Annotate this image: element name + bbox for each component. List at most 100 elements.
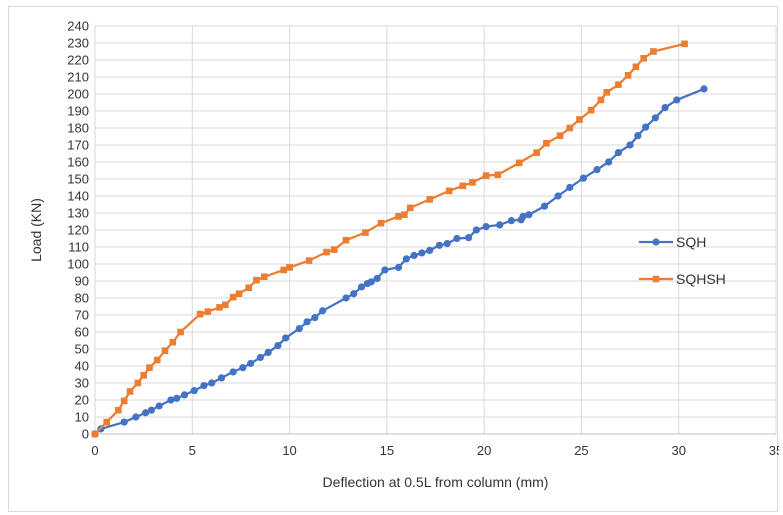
data-point: [445, 187, 453, 195]
y-tick-label: 50: [75, 342, 89, 357]
data-point: [507, 217, 515, 225]
data-point: [464, 234, 473, 242]
data-point: [245, 284, 253, 292]
data-point: [274, 342, 282, 350]
y-tick-label: 150: [67, 172, 89, 187]
data-point: [381, 266, 389, 274]
y-tick-label: 240: [67, 19, 89, 34]
y-tick-label: 110: [68, 240, 89, 255]
series-sqh: [91, 85, 708, 438]
data-point: [153, 356, 161, 364]
data-point: [120, 418, 128, 426]
data-point: [217, 374, 226, 382]
data-point: [120, 397, 128, 405]
data-point: [632, 63, 640, 71]
x-tick-label: 35: [769, 443, 779, 458]
y-tick-label: 220: [67, 53, 89, 68]
y-tick-label: 180: [67, 121, 89, 136]
data-point: [134, 379, 142, 387]
data-point: [406, 204, 414, 212]
data-point: [115, 406, 122, 414]
data-point: [614, 149, 622, 157]
y-tick-label: 230: [67, 36, 89, 51]
y-tick-label: 80: [75, 291, 89, 306]
data-point: [426, 246, 434, 254]
data-point: [494, 171, 502, 179]
data-point: [256, 353, 264, 362]
legend-label-sqhsh: SQHSH: [676, 271, 726, 287]
y-tick-label: 90: [75, 274, 89, 289]
y-tick-label: 60: [75, 325, 89, 340]
data-point: [126, 388, 134, 395]
series-layer: [91, 40, 708, 438]
y-tick-label: 120: [67, 223, 89, 238]
data-point: [519, 212, 527, 220]
x-tick-label: 30: [671, 443, 685, 458]
data-point: [173, 394, 181, 402]
data-point: [700, 85, 708, 93]
data-point: [208, 379, 216, 387]
y-tick-label: 190: [67, 104, 89, 119]
data-point: [247, 359, 255, 368]
data-point: [169, 338, 177, 346]
axes: 0 5 10 15 20 25 30 35 0 10 20 30 40 50 60 70 80 90 100 110 1…: [67, 19, 779, 459]
data-point: [418, 249, 426, 257]
data-point: [435, 241, 443, 249]
data-point: [615, 81, 622, 88]
data-point: [533, 149, 540, 156]
series-sqhsh: [91, 40, 688, 438]
data-point: [91, 430, 99, 438]
y-tick-label: 140: [67, 189, 89, 204]
data-point: [459, 182, 467, 190]
data-point: [472, 226, 480, 234]
x-tick-label: 15: [380, 443, 394, 458]
data-point: [587, 106, 595, 114]
data-point: [394, 263, 403, 271]
data-point: [651, 114, 659, 122]
data-point: [362, 229, 369, 236]
data-point: [180, 391, 189, 399]
data-point: [540, 202, 549, 210]
data-point: [319, 307, 327, 315]
data-point: [554, 192, 562, 200]
data-point: [260, 273, 268, 281]
gridlines: [94, 25, 777, 435]
data-point: [556, 132, 564, 139]
data-point: [264, 348, 272, 356]
y-tick-label: 130: [67, 206, 89, 221]
data-point: [673, 96, 681, 104]
y-tick-label: 100: [67, 257, 89, 272]
data-point: [323, 248, 330, 256]
data-point: [132, 413, 140, 421]
data-point: [496, 221, 504, 229]
data-point: [305, 257, 313, 264]
y-tick-label: 10: [75, 410, 89, 425]
data-point: [410, 251, 418, 260]
data-point: [453, 234, 461, 243]
x-tick-label: 20: [477, 443, 491, 458]
data-point: [342, 236, 350, 244]
data-point: [253, 276, 260, 284]
legend: SQH SQHSH: [639, 234, 726, 287]
data-point: [482, 223, 490, 231]
data-point: [515, 159, 523, 167]
data-point: [331, 246, 338, 253]
data-point: [640, 55, 647, 62]
data-point: [367, 278, 375, 286]
data-point: [146, 364, 153, 371]
y-tick-label: 170: [67, 138, 89, 153]
data-point: [167, 396, 175, 404]
data-point: [593, 166, 601, 174]
x-axis-title: Deflection at 0.5L from column (mm): [323, 474, 549, 490]
data-point: [482, 172, 490, 179]
data-point: [443, 240, 451, 248]
data-point: [469, 179, 476, 186]
y-tick-label: 20: [75, 393, 89, 408]
data-point: [141, 409, 150, 417]
data-point: [140, 372, 147, 379]
data-point: [161, 347, 169, 354]
data-point: [681, 40, 688, 48]
data-point: [204, 308, 212, 315]
legend-marker-sqhsh: [652, 275, 660, 283]
line-chart: 0 5 10 15 20 25 30 35 0 10 20 30 40 50 60 70 80 90 100 110 1…: [28, 19, 779, 491]
